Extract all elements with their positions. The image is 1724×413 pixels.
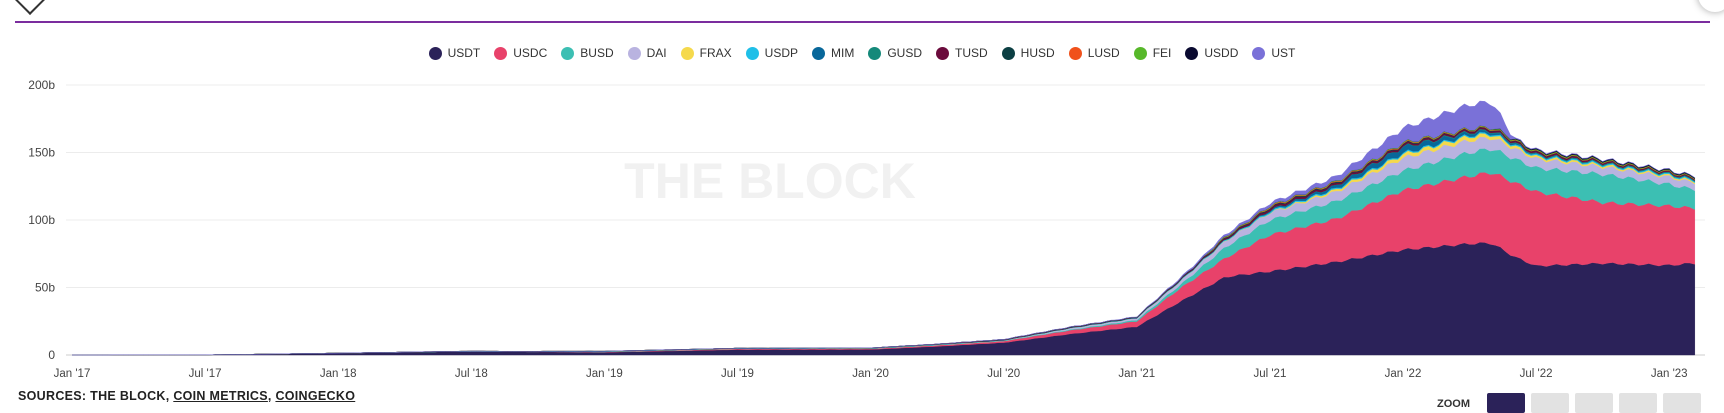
x-tick-label: Jul '22: [1520, 368, 1553, 380]
area-series-ust[interactable]: [72, 100, 1695, 356]
legend-item-tusd[interactable]: TUSD: [936, 46, 988, 60]
watermark: THE BLOCK: [624, 153, 916, 209]
legend-dot-icon: [1068, 46, 1082, 60]
sources-line: SOURCES: THE BLOCK, COIN METRICS, COINGE…: [18, 389, 355, 403]
y-tick-label: 0: [48, 348, 55, 362]
coin-metrics-link[interactable]: COIN METRICS: [173, 389, 268, 403]
zoom-range-button[interactable]: [1619, 393, 1657, 413]
x-tick-label: Jan '20: [852, 368, 889, 380]
zoom-range-button[interactable]: [1487, 393, 1525, 413]
legend-item-usdp[interactable]: USDP: [745, 46, 798, 60]
legend-dot-icon: [1185, 46, 1199, 60]
chart-legend: USDT USDC BUSD DAI FRAX USDP MIM GUSD TUSD HUSD LU…: [0, 46, 1724, 60]
y-tick-label: 150b: [28, 146, 55, 160]
y-tick-label: 100b: [28, 213, 55, 227]
legend-dot-icon: [428, 46, 442, 60]
x-tick-label: Jul '18: [455, 368, 488, 380]
legend-label: TUSD: [955, 46, 988, 60]
y-tick-label: 50b: [35, 281, 55, 295]
legend-item-dai[interactable]: DAI: [627, 46, 667, 60]
x-tick-label: Jan '23: [1651, 368, 1688, 380]
x-tick-label: Jul '20: [987, 368, 1020, 380]
legend-label: DAI: [646, 46, 667, 60]
legend-item-usdt[interactable]: USDT: [428, 46, 481, 60]
legend-dot-icon: [561, 46, 575, 60]
legend-dot-icon: [1133, 46, 1147, 60]
coingecko-link[interactable]: COINGECKO: [275, 389, 356, 403]
legend-label: LUSD: [1087, 46, 1120, 60]
legend-item-lusd[interactable]: LUSD: [1068, 46, 1120, 60]
legend-item-busd[interactable]: BUSD: [561, 46, 614, 60]
legend-item-frax[interactable]: FRAX: [680, 46, 732, 60]
legend-dot-icon: [812, 46, 825, 60]
legend-dot-icon: [1252, 46, 1266, 60]
x-tick-label: Jul '19: [721, 368, 754, 380]
legend-dot-icon: [680, 46, 694, 60]
x-tick-label: Jan '19: [586, 368, 623, 380]
zoom-range-button[interactable]: [1531, 393, 1569, 413]
legend-label: USDD: [1204, 46, 1239, 60]
legend-label: USDT: [447, 46, 481, 60]
zoom-label: ZOOM: [1437, 398, 1470, 410]
legend-label: FRAX: [699, 46, 732, 60]
menu-button[interactable]: [1698, 0, 1724, 12]
legend-dot-icon: [494, 46, 508, 60]
stacked-area-chart: THE BLOCK 0 50b 100b 150b 200b Jan '17 Jul '17…: [28, 78, 1705, 380]
x-tick-label: Jan '21: [1118, 368, 1155, 380]
x-tick-label: Jul '17: [189, 368, 222, 380]
legend-item-ust[interactable]: UST: [1252, 46, 1295, 60]
legend-label: MIM: [831, 46, 855, 60]
legend-dot-icon: [868, 46, 882, 60]
zoom-range-button[interactable]: [1663, 393, 1701, 413]
legend-label: BUSD: [580, 46, 614, 60]
legend-label: FEI: [1152, 46, 1172, 60]
zoom-range-button[interactable]: [1575, 393, 1613, 413]
legend-label: UST: [1271, 46, 1296, 60]
legend-label: USDP: [764, 46, 798, 60]
legend-dot-icon: [627, 46, 641, 60]
header-divider: [15, 21, 1710, 23]
area-series-usdt[interactable]: [72, 241, 1695, 356]
legend-item-usdd[interactable]: USDD: [1185, 46, 1238, 60]
legend-dot-icon: [745, 46, 759, 60]
x-tick-label: Jul '21: [1253, 368, 1286, 380]
legend-item-mim[interactable]: MIM: [812, 46, 854, 60]
legend-dot-icon: [1001, 46, 1015, 60]
legend-item-gusd[interactable]: GUSD: [868, 46, 922, 60]
legend-label: GUSD: [887, 46, 922, 60]
legend-label: HUSD: [1020, 46, 1055, 60]
sources-separator: ,: [267, 389, 276, 403]
x-tick-label: Jan '18: [320, 368, 357, 380]
legend-item-fei[interactable]: FEI: [1133, 46, 1172, 60]
y-tick-label: 200b: [28, 78, 55, 92]
legend-label: USDC: [513, 46, 548, 60]
legend-dot-icon: [936, 46, 949, 60]
legend-item-husd[interactable]: HUSD: [1001, 46, 1055, 60]
x-tick-label: Jan '17: [54, 368, 91, 380]
legend-item-usdc[interactable]: USDC: [494, 46, 547, 60]
x-tick-label: Jan '22: [1385, 368, 1422, 380]
sources-prefix: SOURCES: THE BLOCK,: [18, 389, 174, 403]
